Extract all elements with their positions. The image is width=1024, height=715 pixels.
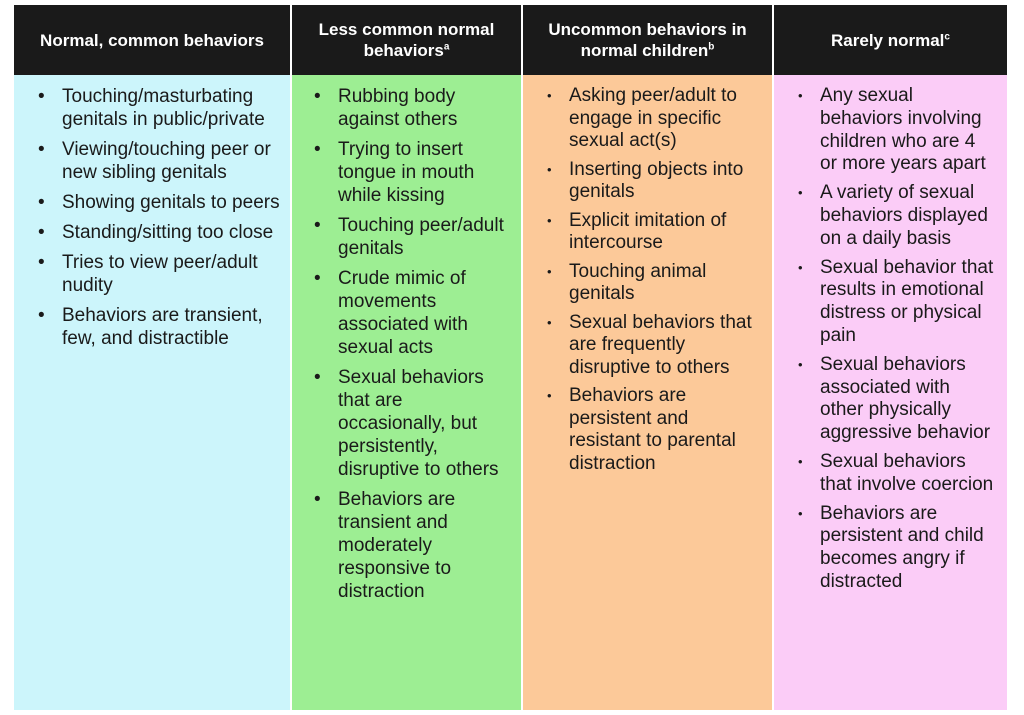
column-header: Normal, common behaviors: [14, 5, 290, 75]
list-item: • Sexual behaviors that are frequently di…: [547, 311, 752, 378]
column-body: • Any sexual behaviors involving children…: [774, 75, 1007, 710]
column-header-text: Less common normal behaviorsa: [318, 20, 495, 60]
bullet-icon: •: [38, 222, 45, 243]
column-body: • Rubbing body against others • Trying to …: [292, 75, 521, 710]
bullet-icon: •: [798, 88, 803, 103]
bullet-icon: •: [547, 212, 552, 228]
bullet-icon: •: [38, 139, 45, 160]
bullet-icon: •: [314, 367, 321, 388]
column-header-text: Rarely normalc: [831, 30, 950, 50]
column-normal-common: Normal, common behaviors • Touching/mastu…: [14, 5, 292, 710]
list-item: • Viewing/touching peer or new sibling ge…: [38, 139, 271, 183]
bullet-icon: •: [314, 215, 321, 236]
bullet-icon: •: [798, 259, 803, 275]
list-item: • Touching animal genitals: [547, 260, 707, 305]
list-item: • A variety of sexual behaviors displayed…: [798, 182, 988, 249]
column-body: • Touching/masturbating genitals in publi…: [14, 75, 290, 710]
list-item: • Trying to insert tongue in mouth while …: [314, 139, 475, 206]
bullet-icon: •: [547, 388, 552, 403]
behavior-list: • Rubbing body against others • Trying to …: [292, 85, 511, 603]
list-item: • Crude mimic of movements associated wit…: [314, 268, 468, 358]
column-header: Less common normal behaviorsa: [292, 5, 521, 75]
bullet-icon: •: [314, 268, 321, 289]
list-item: • Inserting objects into genitals: [547, 158, 744, 203]
bullet-icon: •: [798, 356, 803, 372]
list-item: • Standing/sitting too close: [38, 222, 274, 243]
list-item: • Behaviors are transient, few, and distr…: [38, 305, 263, 349]
bullet-icon: •: [314, 139, 321, 160]
bullet-icon: •: [314, 86, 321, 107]
list-item: • Behaviors are persistent and resistant …: [547, 385, 736, 474]
bullet-icon: •: [547, 263, 552, 279]
behavior-list: • Asking peer/adult to engage in specific…: [523, 85, 762, 475]
list-item: • Showing genitals to peers: [38, 192, 280, 213]
list-item: • Sexual behavior that results in emotion…: [798, 256, 994, 346]
list-item: • Touching peer/adult genitals: [314, 215, 504, 259]
bullet-icon: •: [38, 305, 45, 326]
column-header: Uncommon behaviors in normal childrenb: [523, 5, 772, 75]
bullet-icon: •: [38, 192, 45, 213]
behavior-list: • Any sexual behaviors involving children…: [774, 85, 997, 594]
list-item: • Any sexual behaviors involving children…: [798, 85, 986, 175]
column-less-common-normal: Less common normal behaviorsa • Rubbing b…: [292, 5, 523, 710]
column-header: Rarely normalc: [774, 5, 1007, 75]
footnote-marker: b: [708, 41, 715, 53]
behavior-list: • Touching/masturbating genitals in publi…: [14, 85, 280, 350]
bullet-icon: •: [547, 161, 552, 177]
footnote-marker: c: [944, 30, 950, 42]
list-item: • Explicit imitation of intercourse: [547, 209, 727, 254]
list-item: • Rubbing body against others: [314, 86, 458, 130]
bullet-icon: •: [38, 252, 45, 273]
bullet-icon: •: [798, 185, 803, 201]
bullet-icon: •: [547, 314, 552, 330]
list-item: • Touching/masturbating genitals in publi…: [38, 86, 265, 130]
list-item: • Sexual behaviors that involve coercion: [798, 450, 994, 495]
column-rarely-normal: Rarely normalc • Any sexual behaviors inv…: [774, 5, 1007, 710]
list-item: • Tries to view peer/adult nudity: [38, 252, 258, 296]
bullet-icon: •: [798, 453, 803, 469]
list-item: • Behaviors are persistent and child beco…: [798, 502, 984, 592]
list-item: • Sexual behaviors that are occasionally,…: [314, 367, 499, 480]
list-item: • Behaviors are transient and moderately …: [314, 489, 456, 602]
column-header-text: Normal, common behaviors: [40, 30, 264, 50]
column-header-text: Uncommon behaviors in normal childrenb: [548, 20, 747, 60]
footnote-marker: a: [443, 41, 450, 53]
behavior-table: Normal, common behaviors • Touching/mastu…: [14, 5, 1007, 710]
list-item: • Asking peer/adult to engage in specific…: [547, 85, 737, 151]
bullet-icon: •: [547, 88, 552, 103]
bullet-icon: •: [38, 86, 45, 107]
column-body: • Asking peer/adult to engage in specific…: [523, 75, 772, 710]
bullet-icon: •: [314, 489, 321, 510]
bullet-icon: •: [798, 505, 803, 521]
column-uncommon: Uncommon behaviors in normal childrenb •…: [523, 5, 774, 710]
list-item: • Sexual behaviors associated with other …: [798, 353, 991, 444]
